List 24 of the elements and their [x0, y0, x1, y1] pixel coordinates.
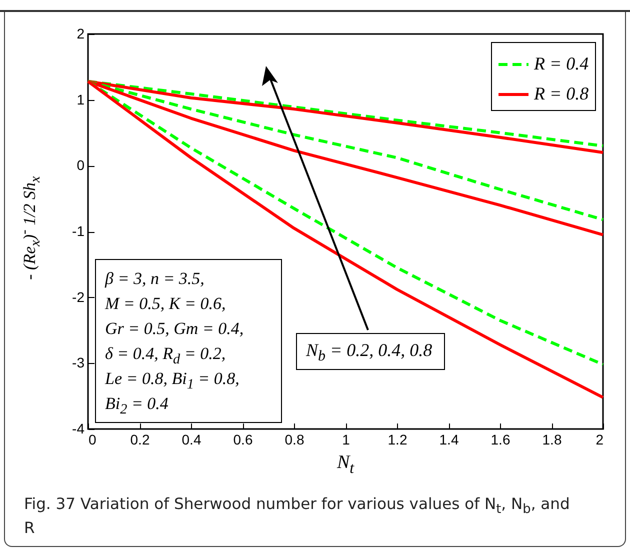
x-tick-label: 1.2 — [388, 432, 408, 448]
x-tick-label: 1.4 — [439, 432, 459, 448]
y-tick-label: -2 — [72, 288, 85, 305]
y-tick-label: 1 — [76, 91, 85, 108]
x-tick-label: 0.6 — [233, 432, 253, 448]
y-tick-label: -3 — [72, 354, 85, 371]
x-tick-label: 1 — [342, 432, 350, 448]
y-tick-label: 0 — [76, 157, 85, 174]
text: Fig. 37 Variation of Sherwood number for various values of N$_{t}$, N$_{b}$, and R — [24, 495, 570, 537]
x-tick-label: 1.8 — [542, 432, 562, 448]
x-tick-label: 0.2 — [130, 432, 150, 448]
x-axis-title: N$_{t}$ — [336, 452, 356, 477]
x-tick-label: 0 — [88, 432, 96, 448]
x-tick-label: 0.4 — [182, 432, 202, 448]
annotation: N$_{b}$ = 0.2, 0.4, 0.8 — [296, 333, 446, 370]
text: β = 3, n = 3.5, M = 0.5, K = 0.6, Gr = 0.5, Gm = 0.4, δ = 0.4, R$_{d}$ = 0.2, Le = 0.8, Bi$_{1}$ = 0.8, Bi$_{2}$ = 0.4 — [105, 269, 244, 418]
x-tick-label: 2 — [596, 432, 604, 448]
y-tick-label: -1 — [72, 223, 85, 239]
legend-label: R = 0.8 — [533, 84, 589, 104]
y-tick-label: -4 — [72, 420, 85, 436]
x-tick-label: 0.8 — [284, 432, 304, 448]
legend-label: R = 0.4 — [533, 54, 589, 74]
x-tick-label: 1.6 — [490, 432, 510, 448]
y-tick-label: 2 — [76, 26, 85, 42]
